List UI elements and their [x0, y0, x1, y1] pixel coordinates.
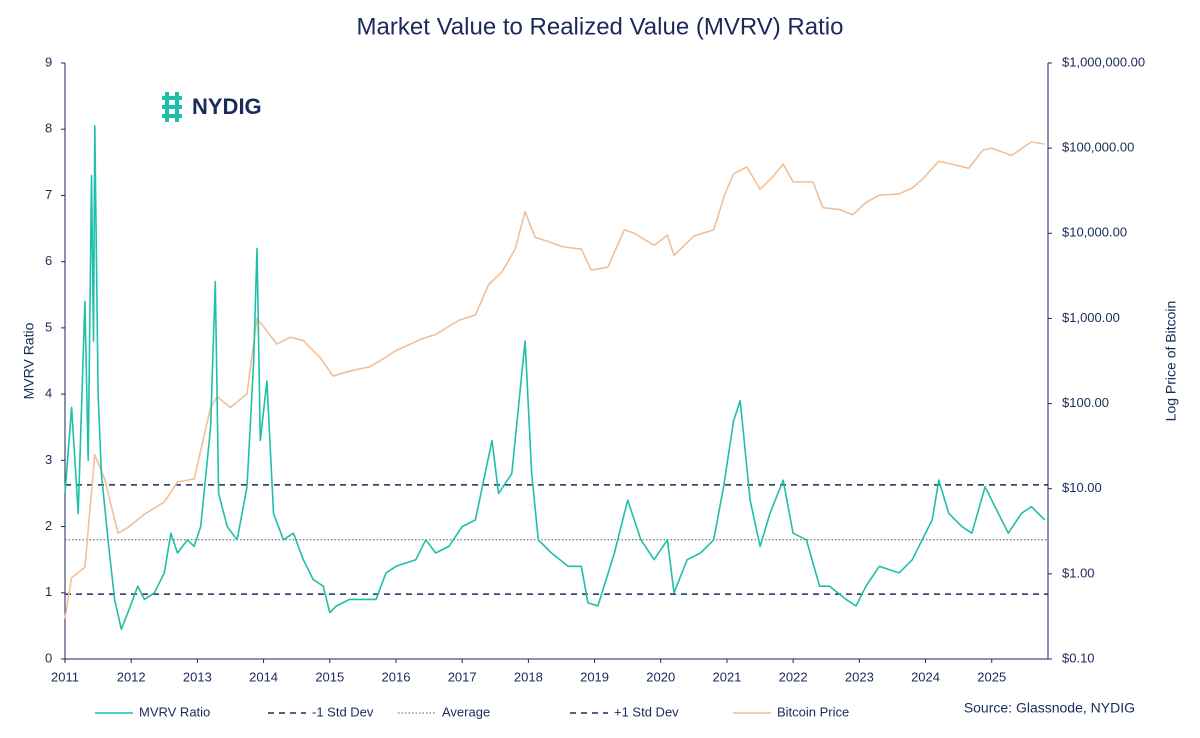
y2-tick-label: $1.00 [1062, 565, 1095, 580]
y-axis-label: MVRV Ratio [21, 322, 37, 399]
y-tick-label: 1 [45, 584, 52, 599]
y2-tick-label: $10.00 [1062, 480, 1102, 495]
y-tick-label: 4 [45, 386, 52, 401]
y-tick-label: 7 [45, 187, 52, 202]
logo: NYDIG [162, 92, 262, 122]
logo-icon [162, 92, 182, 122]
x-tick-label: 2017 [448, 669, 477, 684]
y2-tick-label: $100,000.00 [1062, 140, 1134, 155]
x-tick-label: 2015 [315, 669, 344, 684]
series-line [64, 141, 1045, 619]
y-tick-label: 0 [45, 650, 52, 665]
y2-tick-label: $10,000.00 [1062, 225, 1127, 240]
legend-label: -1 Std Dev [312, 704, 374, 719]
x-tick-label: 2018 [514, 669, 543, 684]
chart-title: Market Value to Realized Value (MVRV) Ra… [357, 13, 844, 40]
legend-label: MVRV Ratio [139, 704, 210, 719]
x-tick-label: 2020 [646, 669, 675, 684]
y2-tick-label: $100.00 [1062, 395, 1109, 410]
y2-axis-label: Log Price of Bitcoin [1163, 301, 1179, 422]
legend-label: Bitcoin Price [777, 704, 849, 719]
y-tick-label: 2 [45, 518, 52, 533]
x-tick-label: 2023 [845, 669, 874, 684]
x-tick-label: 2012 [117, 669, 146, 684]
y-tick-label: 8 [45, 121, 52, 136]
x-tick-label: 2025 [977, 669, 1006, 684]
y-tick-label: 6 [45, 253, 52, 268]
series-line [64, 125, 1046, 630]
x-tick-label: 2019 [580, 669, 609, 684]
x-tick-label: 2024 [911, 669, 940, 684]
x-tick-label: 2022 [779, 669, 808, 684]
y-tick-label: 5 [45, 319, 52, 334]
x-tick-label: 2016 [382, 669, 411, 684]
y-tick-label: 3 [45, 452, 52, 467]
y-tick-label: 9 [45, 54, 52, 69]
legend-label: +1 Std Dev [614, 704, 679, 719]
logo-text: NYDIG [192, 94, 262, 119]
x-tick-label: 2011 [51, 669, 79, 684]
y2-tick-label: $1,000,000.00 [1062, 54, 1145, 69]
legend-label: Average [442, 704, 490, 719]
y2-tick-label: $0.10 [1062, 650, 1095, 665]
x-tick-label: 2014 [249, 669, 278, 684]
x-tick-label: 2021 [712, 669, 741, 684]
y2-tick-label: $1,000.00 [1062, 310, 1120, 325]
x-tick-label: 2013 [183, 669, 212, 684]
source: Source: Glassnode, NYDIG [964, 700, 1135, 716]
